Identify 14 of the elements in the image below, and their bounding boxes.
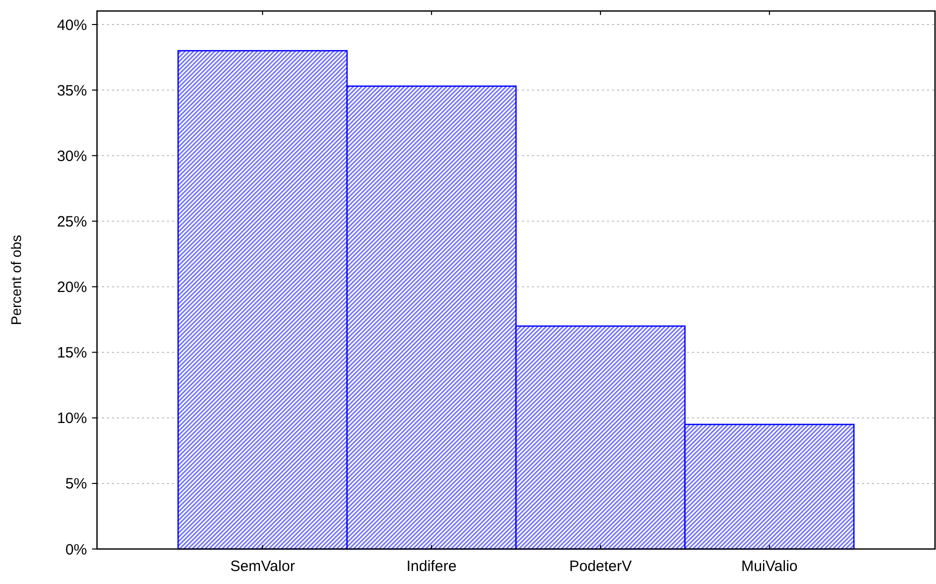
y-tick-label: 15%	[56, 344, 87, 362]
x-tick-label: Indifere	[406, 558, 457, 575]
x-tick-label: SemValor	[230, 558, 295, 575]
y-tick-label: 25%	[56, 213, 87, 230]
y-tick-label: 30%	[56, 148, 87, 165]
y-axis-title: Percent of obs	[8, 234, 24, 326]
y-tick-label: 40%	[56, 16, 87, 34]
y-tick-label: 35%	[56, 82, 87, 100]
y-tick-label: 5%	[65, 476, 87, 493]
y-tick-label: 0%	[65, 541, 87, 558]
y-tick-label: 20%	[56, 279, 87, 296]
x-tick-label: MuiValio	[741, 558, 798, 575]
y-tick-label: 10%	[56, 410, 87, 428]
x-tick-label: PodeterV	[569, 558, 632, 575]
